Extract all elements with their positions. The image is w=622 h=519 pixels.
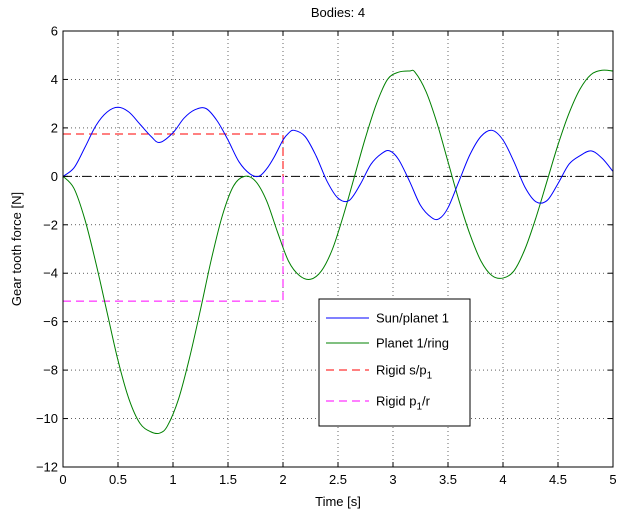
series-line	[62, 106, 614, 221]
grid	[63, 31, 613, 467]
legend: Sun/planet 1 Planet 1/ring Rigid s/p1 Rigid…	[318, 298, 471, 427]
legend-label: Rigid p1/r	[376, 394, 431, 413]
legend-label: Rigid s/p1	[376, 363, 433, 382]
x-tick-label: 0	[59, 472, 66, 487]
legend-box	[318, 298, 471, 427]
y-tick-label: −2	[43, 217, 58, 232]
series-line	[63, 133, 284, 177]
x-tick-label: 1	[169, 472, 176, 487]
y-tick-label: 4	[51, 72, 58, 87]
y-tick-label: −6	[43, 314, 58, 329]
legend-label: Sun/planet 1	[376, 311, 449, 326]
x-tick-label: 5	[609, 472, 616, 487]
y-tick-label: 6	[51, 24, 58, 39]
y-tick-label: −12	[36, 460, 58, 475]
series-line	[63, 176, 284, 302]
y-tick-label: −8	[43, 363, 58, 378]
x-tick-label: 4.5	[549, 472, 567, 487]
y-tick-label: 0	[51, 169, 58, 184]
ticks: 0 0.5 1 1.5 2 2.5 3 3.5 4 4.5 5 6 4 2 0 −2 −4 −6 −8 −10 −12	[36, 24, 617, 488]
x-tick-label: 3	[389, 472, 396, 487]
y-tick-label: −4	[43, 266, 58, 281]
x-tick-label: 3.5	[439, 472, 457, 487]
y-tick-label: −10	[36, 411, 58, 426]
y-tick-label: 2	[51, 120, 58, 135]
x-tick-label: 1.5	[219, 472, 237, 487]
x-tick-label: 2	[279, 472, 286, 487]
x-axis-title: Time [s]	[315, 494, 361, 509]
series-layer	[62, 69, 614, 435]
x-tick-label: 4	[499, 472, 506, 487]
series-line	[62, 69, 614, 435]
chart-title: Bodies: 4	[311, 5, 365, 20]
x-tick-label: 0.5	[109, 472, 127, 487]
y-axis-title: Gear tooth force [N]	[9, 192, 24, 306]
legend-label-subscript: 1	[427, 371, 433, 382]
legend-label-subscript: 1	[416, 402, 422, 413]
x-tick-label: 2.5	[329, 472, 347, 487]
legend-label: Planet 1/ring	[376, 336, 449, 351]
